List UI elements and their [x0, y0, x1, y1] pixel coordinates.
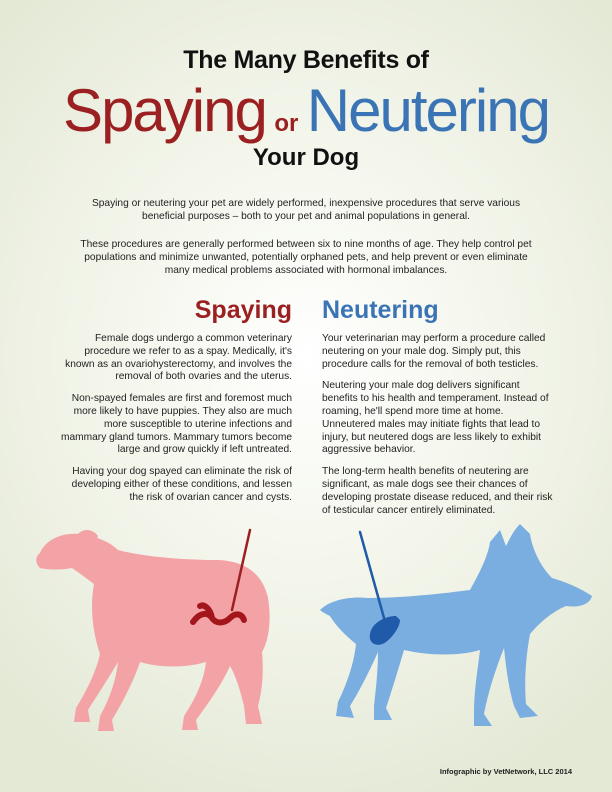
neutering-column: Your veterinarian may perform a procedur…: [322, 333, 554, 526]
male-dog-icon: [320, 524, 592, 726]
neutering-heading: Neutering: [322, 296, 439, 324]
title-line-3: Your Dog: [252, 144, 360, 171]
title-line-1: The Many Benefits of: [183, 46, 429, 74]
title-neutering: Neutering: [306, 77, 551, 144]
spaying-paragraph: Non-spayed females are first and foremos…: [61, 393, 292, 456]
credit-text: Infographic by VetNetwork, LLC 2014: [439, 767, 572, 776]
neutering-paragraph: Your veterinarian may perform a procedur…: [322, 333, 546, 370]
intro-paragraph-1: Spaying or neutering your pet are widely…: [91, 198, 521, 222]
title-or: or: [274, 110, 299, 137]
female-dog-icon: [36, 530, 270, 731]
title-main: Spaying or Neutering: [0, 76, 612, 145]
spaying-paragraph: Having your dog spayed can eliminate the…: [71, 466, 292, 503]
testicle-icon: [369, 616, 400, 645]
spaying-paragraph: Female dogs undergo a common veterinary …: [65, 333, 292, 383]
intro-paragraph-2: These procedures are generally performed…: [80, 239, 532, 276]
title-spaying: Spaying: [63, 77, 268, 144]
neutering-paragraph: Neutering your male dog delivers signifi…: [322, 380, 549, 456]
neutering-paragraph: The long-term health benefits of neuteri…: [322, 466, 553, 516]
neuter-pointer-line: [358, 530, 386, 620]
spaying-column: Female dogs undergo a common veterinary …: [60, 333, 292, 514]
uterus-icon: [190, 602, 247, 626]
spay-pointer-line: [230, 528, 252, 612]
spaying-heading: Spaying: [194, 296, 292, 324]
